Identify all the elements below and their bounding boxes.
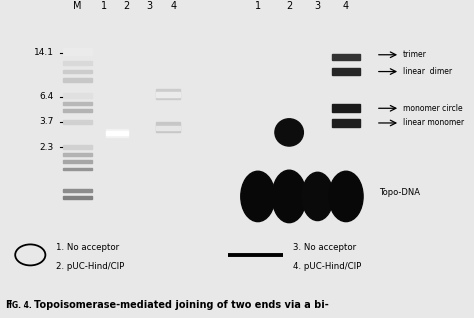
Text: IG. 4.: IG. 4. xyxy=(9,301,36,310)
Bar xyxy=(106,129,128,137)
Text: 3: 3 xyxy=(146,1,153,11)
Bar xyxy=(63,168,92,170)
Bar xyxy=(155,89,180,99)
Bar xyxy=(332,104,360,113)
Text: monomer circle: monomer circle xyxy=(403,104,463,113)
Bar xyxy=(332,119,360,127)
Text: 3: 3 xyxy=(315,1,320,11)
Text: 3. No acceptor: 3. No acceptor xyxy=(293,243,356,252)
Text: F: F xyxy=(5,300,11,310)
Text: 1. No acceptor: 1. No acceptor xyxy=(56,243,119,252)
Text: 2: 2 xyxy=(286,1,292,11)
Bar xyxy=(332,68,360,75)
Bar xyxy=(63,78,92,82)
Bar xyxy=(63,70,92,73)
Text: 4. pUC-Hind/CIP: 4. pUC-Hind/CIP xyxy=(293,262,361,271)
Bar xyxy=(155,126,180,130)
Bar xyxy=(63,109,92,112)
Text: 4: 4 xyxy=(343,1,349,11)
Text: 1: 1 xyxy=(101,1,107,11)
Bar xyxy=(155,122,180,132)
Bar xyxy=(63,145,92,149)
Text: M: M xyxy=(73,1,81,11)
Bar xyxy=(63,161,92,163)
Text: 2.3: 2.3 xyxy=(40,142,54,152)
Ellipse shape xyxy=(275,119,303,146)
Text: 6.4: 6.4 xyxy=(40,92,54,101)
Text: Topoisomerase-mediated joining of two ends via a bi-: Topoisomerase-mediated joining of two en… xyxy=(34,300,329,310)
Text: 4: 4 xyxy=(171,1,177,11)
Ellipse shape xyxy=(302,172,333,221)
Text: 2. pUC-Hind/CIP: 2. pUC-Hind/CIP xyxy=(56,262,124,271)
Ellipse shape xyxy=(272,170,306,223)
Text: 14.1: 14.1 xyxy=(34,48,54,57)
Ellipse shape xyxy=(329,171,363,222)
Text: 1: 1 xyxy=(255,1,261,11)
Bar xyxy=(63,48,92,55)
Ellipse shape xyxy=(241,171,275,222)
Bar xyxy=(63,93,92,98)
Bar xyxy=(155,92,180,97)
Bar xyxy=(106,131,128,135)
Bar xyxy=(63,120,92,124)
Text: 2: 2 xyxy=(124,1,130,11)
Bar xyxy=(63,153,92,156)
Text: trimer: trimer xyxy=(403,50,427,59)
Text: Topo-DNA: Topo-DNA xyxy=(379,188,419,197)
Text: linear  dimer: linear dimer xyxy=(403,67,452,76)
Bar xyxy=(63,61,92,65)
Text: linear monomer: linear monomer xyxy=(403,119,464,128)
Bar xyxy=(63,101,92,105)
Bar xyxy=(332,54,360,60)
Bar xyxy=(63,196,92,199)
Text: 3.7: 3.7 xyxy=(40,117,54,127)
Bar xyxy=(63,189,92,192)
